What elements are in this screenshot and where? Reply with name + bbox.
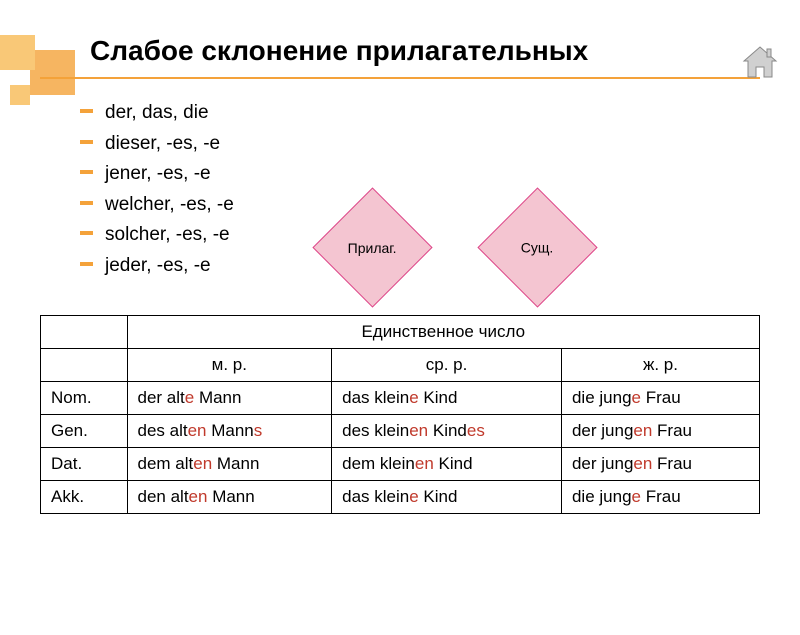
home-button[interactable] bbox=[740, 45, 780, 79]
table-cell: das kleine Kind bbox=[332, 481, 562, 514]
declension-table: Единственное числом. р.ср. р.ж. р.Nom.de… bbox=[40, 315, 760, 514]
table-col-header bbox=[41, 349, 128, 382]
table-row: Gen.des alten Mannsdes kleinen Kindesder… bbox=[41, 415, 760, 448]
diamond-noun: Сущ. bbox=[477, 187, 597, 307]
bullet-item: jener, -es, -e bbox=[80, 160, 730, 189]
case-cell: Nom. bbox=[41, 382, 128, 415]
table-empty-header bbox=[41, 316, 128, 349]
table-cell: die junge Frau bbox=[561, 481, 759, 514]
table-col-header: ср. р. bbox=[332, 349, 562, 382]
table-cell: des kleinen Kindes bbox=[332, 415, 562, 448]
table-cell: dem kleinen Kind bbox=[332, 448, 562, 481]
table-col-header: ж. р. bbox=[561, 349, 759, 382]
table-number-header: Единственное число bbox=[127, 316, 760, 349]
table-cell: der jungen Frau bbox=[561, 415, 759, 448]
table-cell: der jungen Frau bbox=[561, 448, 759, 481]
table-col-header: м. р. bbox=[127, 349, 332, 382]
case-cell: Gen. bbox=[41, 415, 128, 448]
diamond-group: Прилаг. Сущ. bbox=[330, 205, 580, 290]
case-cell: Akk. bbox=[41, 481, 128, 514]
table-cell: der alte Mann bbox=[127, 382, 332, 415]
home-icon bbox=[740, 45, 780, 79]
table-cell: den alten Mann bbox=[127, 481, 332, 514]
bullet-item: der, das, die bbox=[80, 99, 730, 128]
table-cell: dem alten Mann bbox=[127, 448, 332, 481]
table-cell: das kleine Kind bbox=[332, 382, 562, 415]
diamond-label: Прилаг. bbox=[348, 239, 397, 255]
page-title: Слабое склонение прилагательных bbox=[90, 35, 760, 67]
table-row: Akk.den alten Manndas kleine Kinddie jun… bbox=[41, 481, 760, 514]
title-bar: Слабое склонение прилагательных bbox=[40, 35, 760, 79]
table-row: Dat.dem alten Manndem kleinen Kindder ju… bbox=[41, 448, 760, 481]
diamond-label: Сущ. bbox=[521, 240, 554, 256]
table-cell: die junge Frau bbox=[561, 382, 759, 415]
bullet-item: dieser, -es, -e bbox=[80, 130, 730, 159]
table-row: Nom.der alte Manndas kleine Kinddie jung… bbox=[41, 382, 760, 415]
case-cell: Dat. bbox=[41, 448, 128, 481]
declension-table-wrap: Единственное числом. р.ср. р.ж. р.Nom.de… bbox=[40, 315, 760, 514]
diamond-adjective: Прилаг. bbox=[312, 187, 432, 307]
table-cell: des alten Manns bbox=[127, 415, 332, 448]
